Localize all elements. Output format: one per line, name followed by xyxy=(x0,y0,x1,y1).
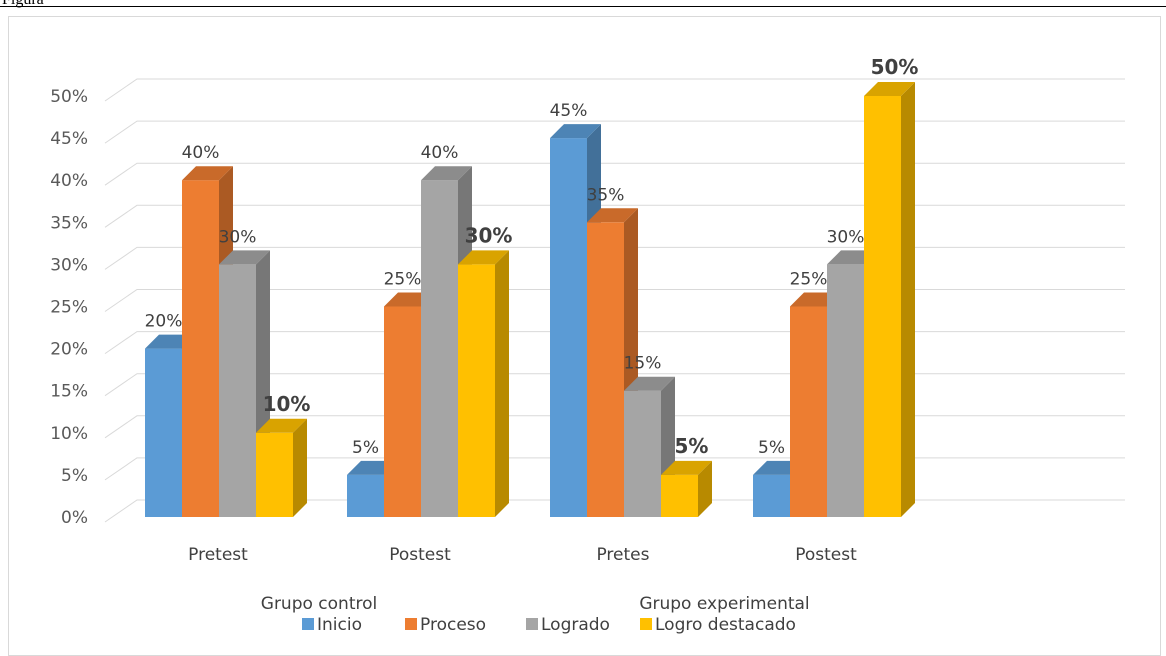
bar-top xyxy=(550,124,601,139)
data-label: 40% xyxy=(182,143,220,163)
data-label: 35% xyxy=(587,185,625,205)
category-label: Postest xyxy=(389,545,451,565)
y-tick-label: 20% xyxy=(50,340,88,360)
y-tick-label: 45% xyxy=(50,129,88,149)
bar-front xyxy=(827,264,864,517)
bar-top xyxy=(458,250,509,265)
bar-top xyxy=(661,460,712,475)
legend-swatch xyxy=(302,618,314,630)
category-labels: Pretest Postest Pretes Postest xyxy=(188,545,857,565)
gridline xyxy=(104,246,1125,270)
bar xyxy=(458,250,509,517)
bar-front xyxy=(145,348,182,517)
bar-side xyxy=(495,250,509,517)
gridline xyxy=(104,78,1125,102)
data-label: 5% xyxy=(675,434,709,458)
figure-caption: Figura xyxy=(2,0,44,9)
gridline xyxy=(104,204,1125,228)
bars xyxy=(145,82,915,518)
data-label: 40% xyxy=(421,143,459,163)
bar-front xyxy=(458,264,495,517)
bar xyxy=(256,418,307,517)
y-tick-label: 25% xyxy=(50,298,88,318)
data-labels: 20% 5% 45% 5% 40% 25% 35% 25% 30% 40% 15% 30% 10% 30%… xyxy=(145,55,919,458)
legend-item: Logro destacado xyxy=(640,615,796,635)
bar-front xyxy=(550,138,587,517)
data-label: 45% xyxy=(550,101,588,121)
legend-label: Inicio xyxy=(317,615,362,635)
bar xyxy=(661,460,712,517)
top-rule xyxy=(0,6,1166,7)
y-tick-label: 35% xyxy=(50,213,88,233)
bar-top xyxy=(624,376,675,391)
legend-label: Proceso xyxy=(420,615,486,635)
category-label: Pretest xyxy=(188,545,248,565)
legend-label: Logrado xyxy=(541,615,610,635)
gridline xyxy=(104,162,1125,186)
gridline xyxy=(104,289,1125,312)
bar-front xyxy=(661,474,698,517)
gridline xyxy=(104,120,1125,144)
group-label: Grupo control xyxy=(261,594,377,614)
bar-side xyxy=(698,460,712,517)
bar-front xyxy=(421,180,458,517)
data-label: 5% xyxy=(758,438,785,458)
data-label: 25% xyxy=(790,270,828,290)
bar-front xyxy=(219,264,256,517)
category-label: Postest xyxy=(795,545,857,565)
y-tick-label: 10% xyxy=(50,424,88,444)
gridlines xyxy=(104,78,1125,523)
bar xyxy=(864,82,915,517)
bar-front xyxy=(790,306,827,517)
bar-side xyxy=(293,418,307,517)
data-label: 20% xyxy=(145,312,183,332)
bar-front xyxy=(384,306,421,517)
data-label: 10% xyxy=(263,392,311,416)
legend-swatch xyxy=(526,618,538,630)
data-label: 30% xyxy=(219,227,257,247)
bar-front xyxy=(864,96,901,517)
bar-front xyxy=(624,390,661,517)
data-label: 50% xyxy=(871,55,919,79)
legend-item: Proceso xyxy=(405,615,486,635)
y-tick-label: 0% xyxy=(61,508,88,528)
data-label: 15% xyxy=(624,354,662,374)
data-label: 30% xyxy=(827,227,865,247)
bar-side xyxy=(901,82,915,517)
legend-swatch xyxy=(405,618,417,630)
data-label: 25% xyxy=(384,270,422,290)
data-label: 5% xyxy=(352,438,379,458)
y-tick-label: 15% xyxy=(50,382,88,402)
bar-top xyxy=(182,166,233,181)
y-tick-label: 50% xyxy=(50,87,88,107)
y-tick-label: 5% xyxy=(61,466,88,486)
bar-front xyxy=(587,222,624,518)
bar-front xyxy=(753,474,790,517)
group-label: Grupo experimental xyxy=(639,594,809,614)
group-labels: Grupo control Grupo experimental xyxy=(261,594,810,614)
bar-top xyxy=(421,166,472,181)
legend: Inicio Proceso Logrado Logro destacado xyxy=(302,615,796,635)
y-axis-ticks: 0% 5% 10% 15% 20% 25% 30% 35% 40% 45% 50% xyxy=(50,87,88,528)
legend-item: Inicio xyxy=(302,615,362,635)
legend-label: Logro destacado xyxy=(655,615,796,635)
data-label: 30% xyxy=(465,223,513,247)
bar-top xyxy=(864,82,915,96)
bar-front xyxy=(347,474,384,517)
bar-front xyxy=(182,180,219,517)
y-tick-label: 40% xyxy=(50,171,88,191)
bar-top xyxy=(256,418,307,433)
category-label: Pretes xyxy=(596,545,649,565)
bar-top xyxy=(219,250,270,265)
legend-item: Logrado xyxy=(526,615,610,635)
bar-top xyxy=(587,208,638,223)
bar-front xyxy=(256,432,293,517)
legend-swatch xyxy=(640,618,652,630)
y-tick-label: 30% xyxy=(50,255,88,275)
